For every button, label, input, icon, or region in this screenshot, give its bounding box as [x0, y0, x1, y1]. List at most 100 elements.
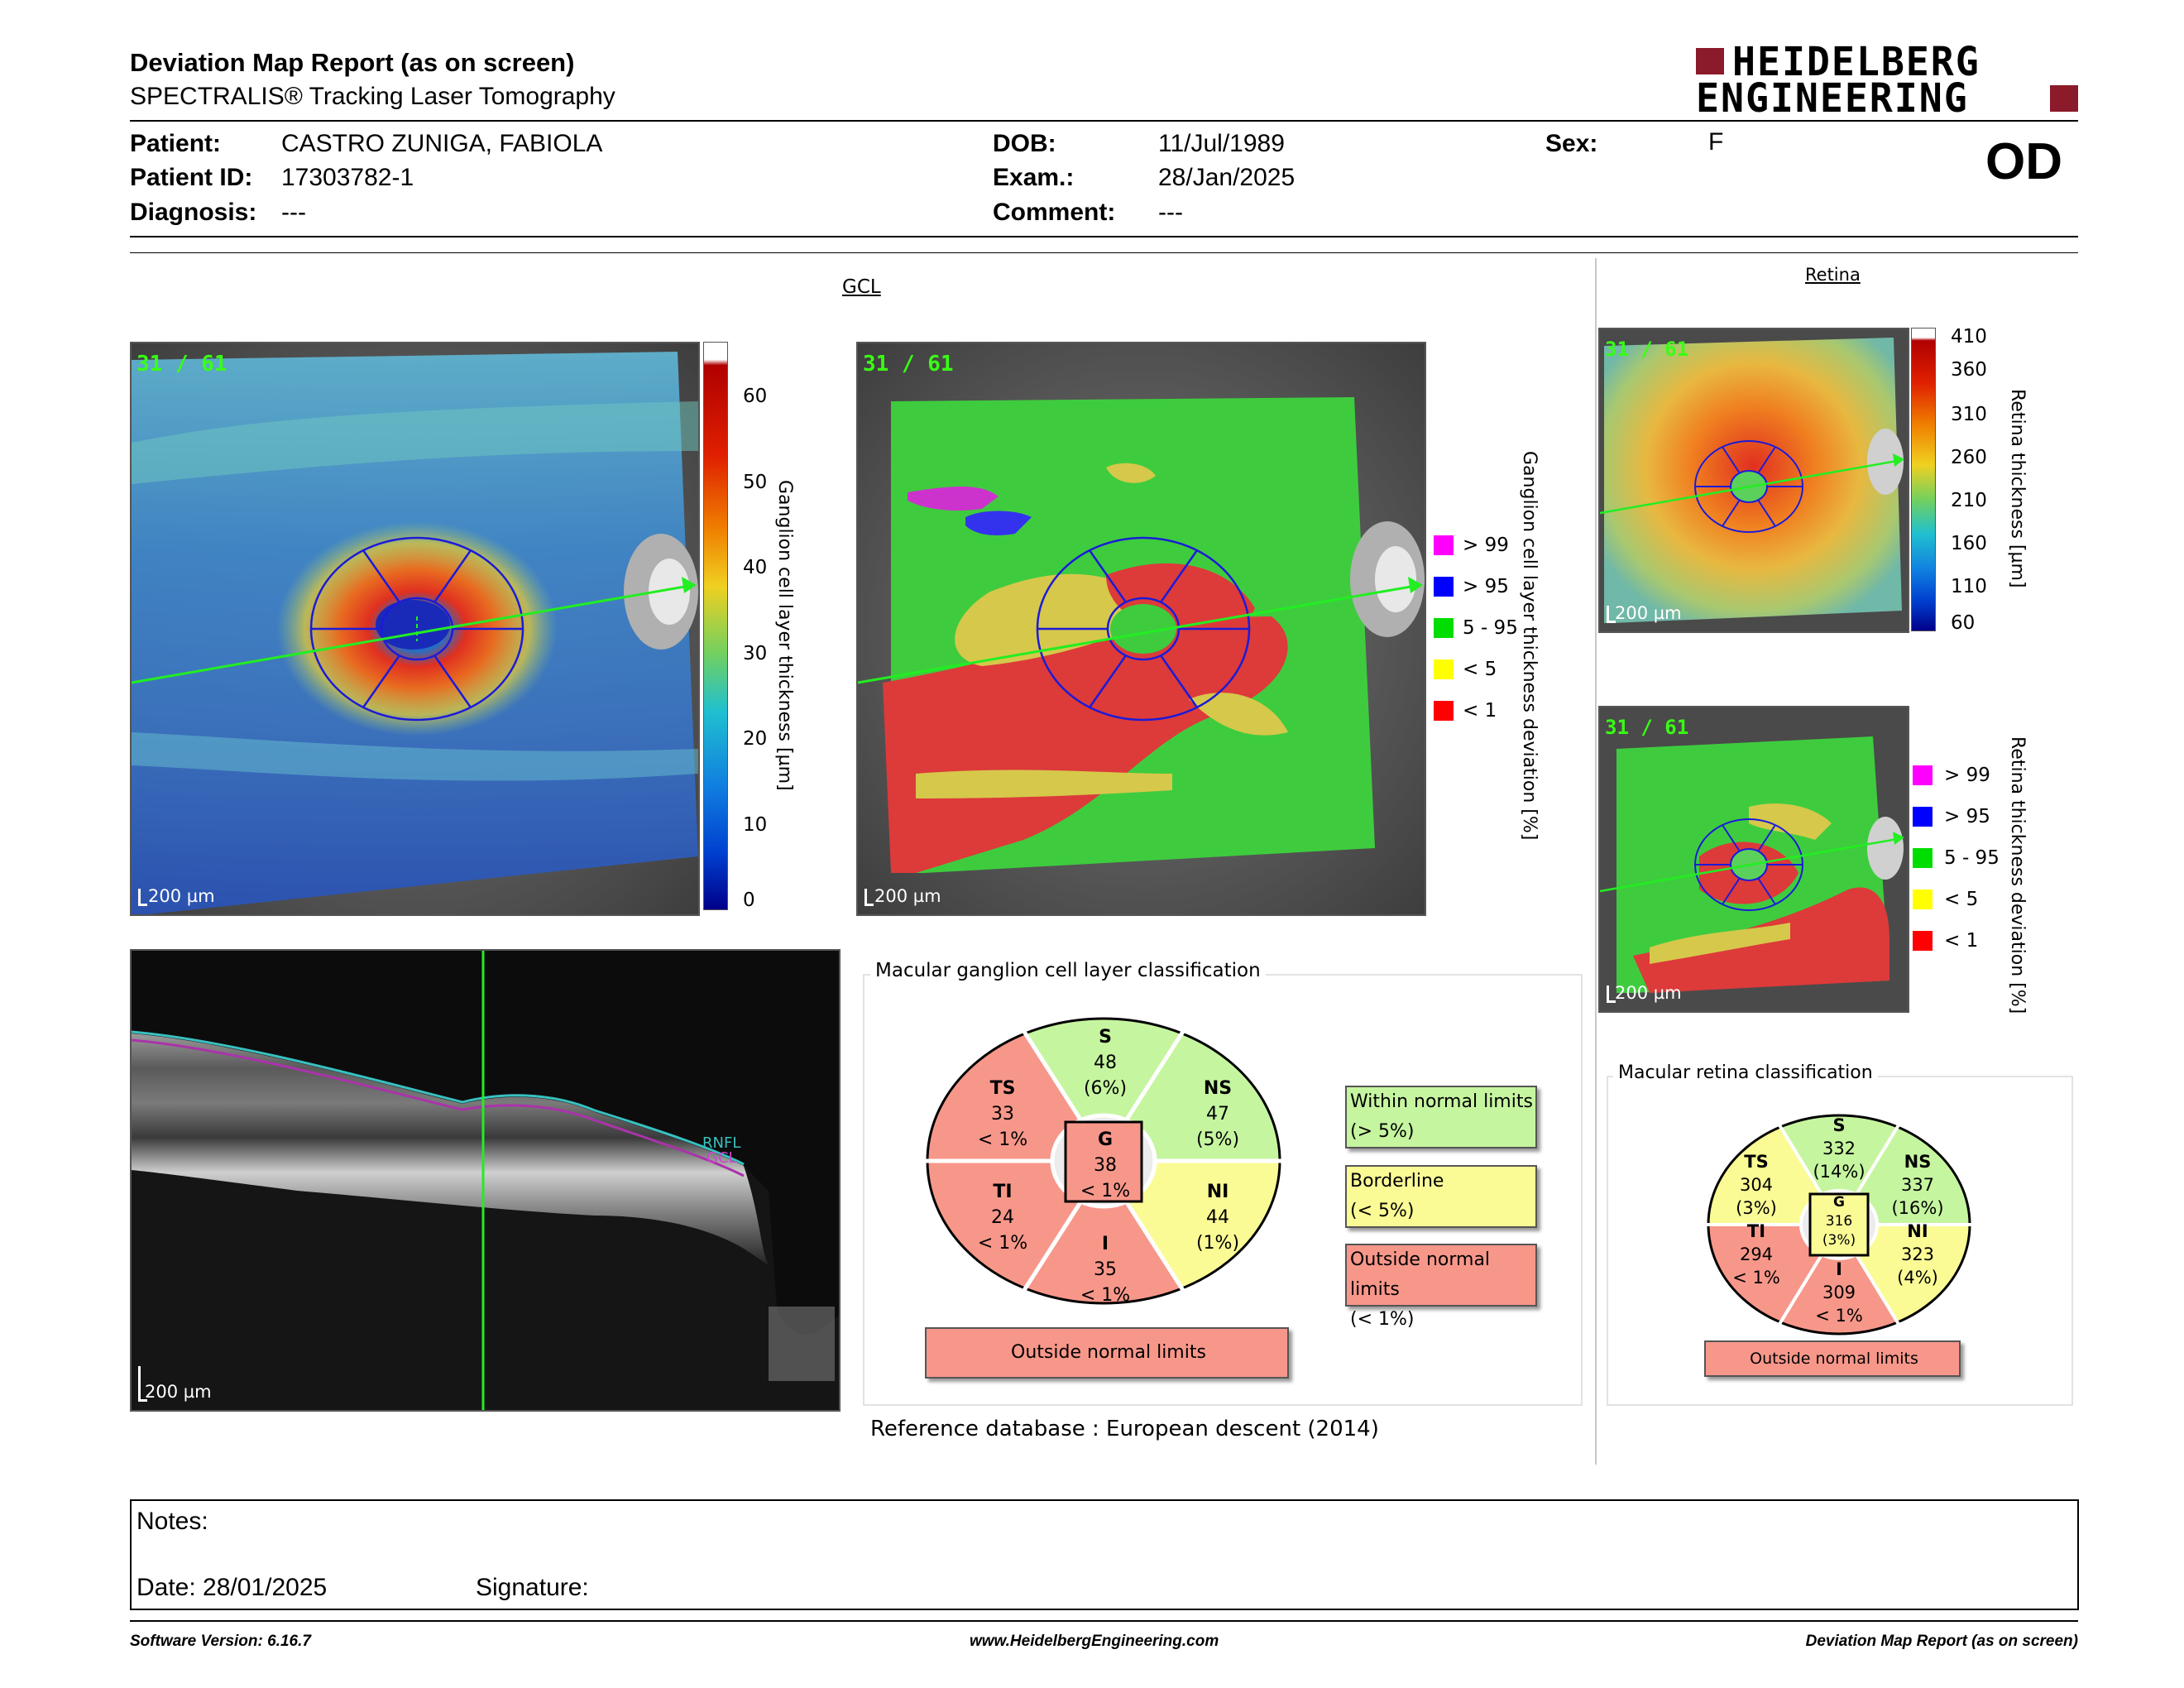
sector-percentile: (3%)	[1736, 1198, 1777, 1218]
logo-square-top	[1696, 48, 1724, 74]
oct-bscan: RNFL GCL 200 µm	[130, 949, 841, 1412]
sector-name: G	[1097, 1129, 1114, 1150]
gcl-deviation-scan-counter: 31 / 61	[863, 352, 954, 376]
retina-thickness-image	[1600, 329, 1908, 631]
legend-line1: Borderline	[1350, 1171, 1444, 1192]
footer-report-name: Deviation Map Report (as on screen)	[1805, 1633, 2078, 1650]
gcl-sector-ni: NI 44 (1%)	[1185, 1179, 1251, 1256]
exam-value: 28/Jan/2025	[1158, 164, 1296, 191]
legend-label: < 5	[1944, 889, 1979, 910]
sector-value: 38	[1094, 1155, 1117, 1176]
sector-name: TS	[989, 1078, 1016, 1099]
legend-swatch-red	[1913, 931, 1933, 951]
legend-swatch-red	[1434, 701, 1454, 721]
legend-swatch-magenta	[1434, 535, 1454, 555]
sector-percentile: < 1%	[1732, 1268, 1780, 1288]
gcl-colorbar-tick: 50	[743, 472, 768, 493]
gcl-sector-ti: TI 24 < 1%	[970, 1179, 1036, 1256]
report-subtitle: SPECTRALIS® Tracking Laser Tomography	[130, 83, 615, 110]
patient-id-label: Patient ID:	[130, 164, 253, 191]
legend-label: < 1	[1944, 930, 1979, 952]
legend-swatch-blue	[1434, 577, 1454, 597]
legend-line1: Outside normal limits	[1350, 1249, 1491, 1300]
gcl-deviation-label: Ganglion cell layer thickness deviation …	[1519, 451, 1540, 841]
notes-box[interactable]: Notes: Date: 28/01/2025 Signature:	[130, 1499, 2079, 1610]
legend-label: > 99	[1944, 765, 1990, 786]
sector-name: TI	[1746, 1221, 1766, 1241]
legend-swatch-magenta	[1913, 765, 1933, 785]
sector-percentile: (6%)	[1083, 1078, 1128, 1099]
retina-sector-ti: TI 294 < 1%	[1727, 1220, 1785, 1289]
legend-line2: (> 5%)	[1350, 1121, 1415, 1142]
eye-indicator: OD	[1985, 133, 2062, 190]
gcl-sector-ts: TS 33 < 1%	[970, 1076, 1036, 1153]
footer-divider	[130, 1620, 2078, 1622]
legend-swatch-blue	[1913, 807, 1933, 827]
gcl-classification-result: Outside normal limits	[925, 1327, 1289, 1379]
gcl-layer-label: GCL	[706, 1149, 737, 1167]
gcl-sector-i: I 35 < 1%	[1072, 1231, 1138, 1308]
sector-value: 24	[991, 1207, 1014, 1228]
sector-percentile: (14%)	[1813, 1162, 1866, 1182]
diagnosis-value: ---	[281, 199, 306, 226]
retina-sector-ni: NI 323 (4%)	[1885, 1220, 1951, 1289]
gcl-deviation-scale-bar: 200 µm	[874, 886, 941, 906]
notes-label: Notes:	[136, 1508, 208, 1535]
sector-name: NS	[1904, 1152, 1932, 1172]
patient-divider-2	[130, 252, 2078, 253]
website-link[interactable]: www.HeidelbergEngineering.com	[970, 1633, 1219, 1650]
legend-line1: Within normal limits	[1350, 1091, 1533, 1112]
exam-label: Exam.:	[993, 164, 1075, 191]
sector-value: 33	[991, 1104, 1014, 1125]
sector-value: 44	[1206, 1207, 1229, 1228]
gcl-deviation-scale-tick	[864, 889, 874, 906]
comment-label: Comment:	[993, 199, 1116, 226]
oct-scale-tick	[138, 1366, 147, 1402]
sector-percentile: < 1%	[977, 1129, 1028, 1150]
sector-value: 309	[1822, 1283, 1856, 1302]
section-separator	[1595, 258, 1597, 1465]
gcl-heading: GCL	[842, 276, 881, 298]
gcl-sector-g: G 38 < 1%	[1067, 1127, 1143, 1204]
sector-name: S	[1099, 1027, 1112, 1048]
retina-sector-s: S 332 (14%)	[1810, 1114, 1868, 1183]
sector-value: 47	[1206, 1104, 1229, 1125]
sector-percentile: < 1%	[977, 1233, 1028, 1254]
sector-value: 337	[1900, 1175, 1935, 1195]
gcl-scale-tick	[138, 889, 147, 906]
sector-name: I	[1836, 1259, 1842, 1279]
logo-text-line2: ENGINEERING	[1696, 75, 1969, 122]
retina-colorbar-tick: 60	[1951, 612, 1976, 634]
legend-swatch-yellow	[1913, 890, 1933, 909]
legend-label: > 99	[1463, 535, 1509, 556]
legend-swatch-yellow	[1434, 659, 1454, 679]
sex-value: F	[1708, 128, 1724, 156]
legend-line2: (< 5%)	[1350, 1201, 1415, 1221]
retina-colorbar-tick: 160	[1951, 533, 1987, 554]
sector-name: NI	[1907, 1221, 1928, 1241]
signature-label: Signature:	[476, 1574, 589, 1601]
report-title: Deviation Map Report (as on screen)	[130, 48, 575, 77]
retina-deviation-scale-tick	[1607, 985, 1616, 1003]
retina-sector-diagram	[1706, 1113, 1972, 1336]
gcl-thickness-map: 31 / 61 200 µm	[130, 342, 700, 916]
sector-name: TI	[993, 1182, 1013, 1202]
retina-classification-result: Outside normal limits	[1704, 1340, 1961, 1377]
sector-name: NS	[1203, 1078, 1233, 1099]
gcl-colorbar-label: Ganglion cell layer thickness [µm]	[774, 480, 795, 791]
sex-label: Sex:	[1545, 130, 1598, 157]
retina-scale-bar: 200 µm	[1615, 603, 1682, 623]
software-version: Software Version: 6.16.7	[130, 1633, 311, 1650]
retina-colorbar-tick: 210	[1951, 490, 1987, 511]
oct-bscan-image	[132, 951, 839, 1410]
patient-divider-1	[130, 236, 2078, 237]
gcl-classification-title: Macular ganglion cell layer classificati…	[870, 960, 1266, 981]
sector-percentile: (5%)	[1195, 1129, 1240, 1150]
retina-deviation-scan-counter: 31 / 61	[1605, 716, 1689, 739]
gcl-thickness-image	[132, 343, 698, 914]
rnfl-layer-label: RNFL	[702, 1134, 741, 1152]
oct-scale-bar: 200 µm	[145, 1382, 212, 1402]
diagnosis-label: Diagnosis:	[130, 199, 257, 226]
sector-value: 332	[1822, 1139, 1856, 1158]
gcl-sector-ns: NS 47 (5%)	[1185, 1076, 1251, 1153]
